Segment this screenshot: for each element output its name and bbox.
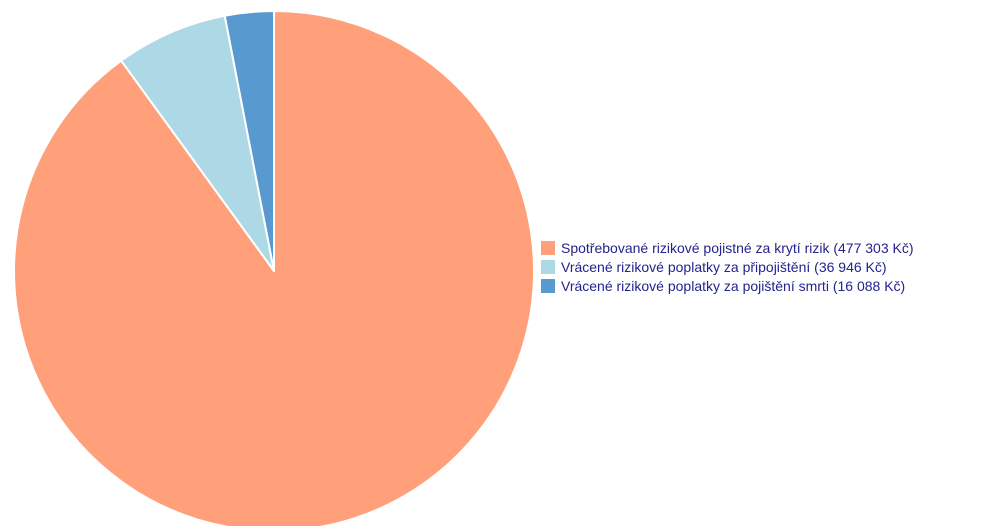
slice-pripojisteni[interactable] <box>120 14 275 272</box>
legend-swatch-spotrebovane <box>541 240 555 255</box>
slice-pojisteni-smrti[interactable] <box>223 10 275 272</box>
legend-label-spotrebovane: Spotřebované rizikové pojistné za krytí … <box>561 239 914 256</box>
legend-label-pojisteni-smrti: Vrácené rizikové poplatky za pojištění s… <box>561 277 906 294</box>
slice-spotrebovane[interactable] <box>13 10 535 526</box>
legend-item-pojisteni-smrti[interactable]: Vrácené rizikové poplatky za pojištění s… <box>541 276 914 295</box>
legend-swatch-pripojisteni <box>541 259 555 274</box>
legend-item-pripojisteni[interactable]: Vrácené rizikové poplatky za připojištěn… <box>541 257 914 276</box>
legend-item-spotrebovane[interactable]: Spotřebované rizikové pojistné za krytí … <box>541 238 914 257</box>
legend: Spotřebované rizikové pojistné za krytí … <box>541 238 914 295</box>
legend-swatch-pojisteni-smrti <box>541 278 555 293</box>
legend-label-pripojisteni: Vrácené rizikové poplatky za připojištěn… <box>561 258 887 275</box>
